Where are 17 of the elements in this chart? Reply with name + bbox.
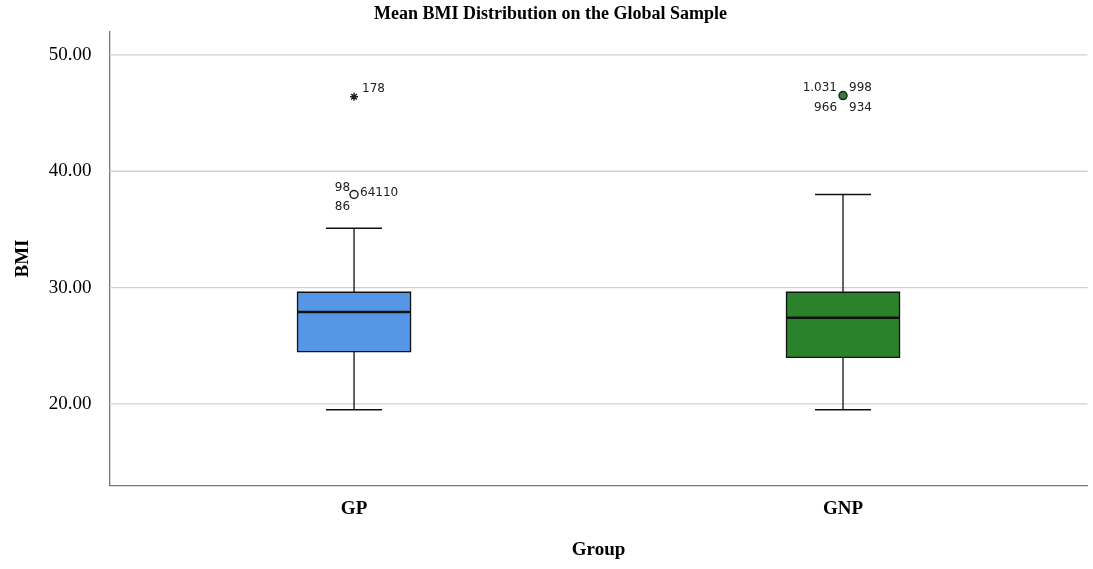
annotation: 1.031 — [802, 79, 838, 94]
chart-title: Mean BMI Distribution on the Global Sample — [373, 3, 728, 24]
annotation: 998 — [849, 79, 872, 94]
y-tick-label: 30.00 — [48, 275, 92, 297]
annotation: 64110 — [360, 184, 399, 199]
annotation: 934 — [849, 99, 872, 114]
x-tick-label: GNP — [822, 496, 864, 518]
annotation: 178 — [362, 80, 385, 95]
x-tick-label: GP — [340, 496, 368, 518]
annotation: 966 — [814, 99, 838, 114]
x-axis-title: Group — [571, 537, 626, 559]
y-tick-label: 50.00 — [48, 42, 92, 64]
y-tick-label: 20.00 — [48, 391, 92, 413]
y-tick-label: 40.00 — [48, 159, 92, 181]
y-axis-title: BMI — [11, 239, 33, 278]
annotation: 86 — [334, 198, 351, 213]
annotation: 98 — [334, 179, 351, 194]
